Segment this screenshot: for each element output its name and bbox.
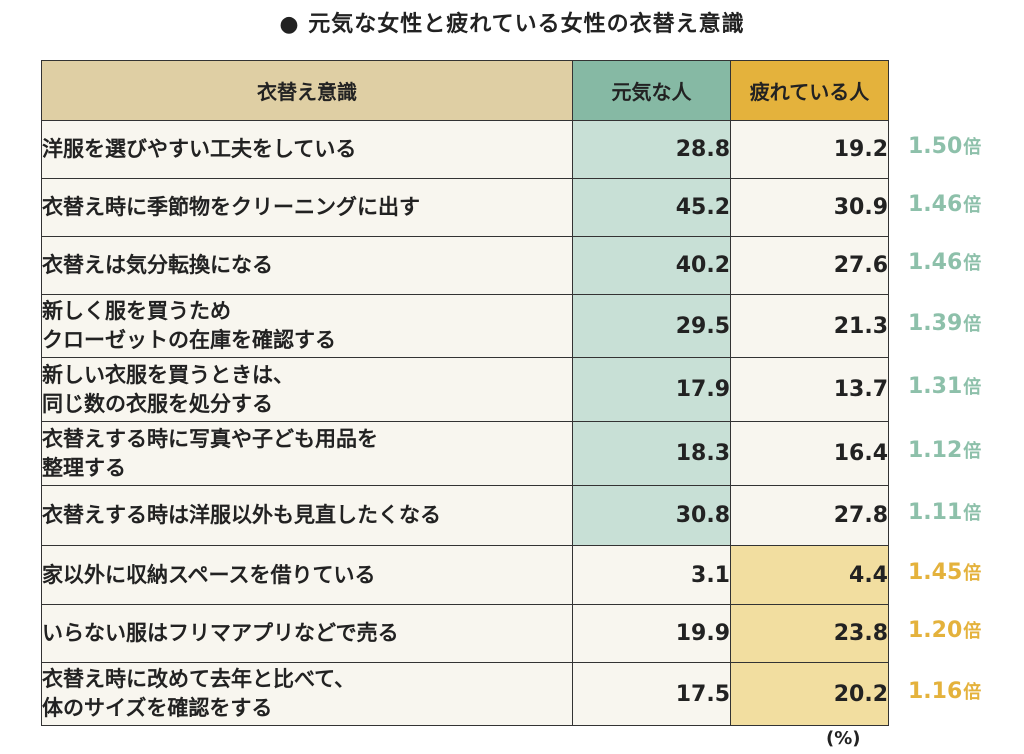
ratio-suffix: 倍 [963,313,982,335]
row-label: いらない服はフリマアプリなどで売る [41,604,573,663]
ratio-label: 1.50倍 [908,133,981,159]
ratio-suffix: 倍 [963,253,982,274]
ratio-label: 1.31倍 [908,373,981,399]
comparison-table: 衣替え意識 元気な人 疲れている人 洋服を選びやすい工夫をしている 28.8 19.… [41,60,889,726]
ratio-label: 1.12倍 [908,437,981,463]
table-row: 新しく服を買うため クローゼットの在庫を確認する 29.5 21.3 [41,294,889,358]
ratio-value: 1.11 [908,500,963,525]
value-tired: 13.7 [730,357,889,422]
ratio-label: 1.20倍 [908,617,981,643]
value-energetic: 40.2 [572,236,731,295]
value-energetic: 29.5 [572,294,731,358]
value-tired: 27.6 [730,236,889,295]
value-tired: 27.8 [730,485,889,546]
value-tired: 4.4 [730,545,889,605]
ratio-suffix: 倍 [963,195,982,216]
ratio-value: 1.50 [908,134,963,159]
value-energetic: 17.9 [572,357,731,422]
ratio-label: 1.45倍 [908,559,981,585]
value-tired: 21.3 [730,294,889,358]
table-row: 洋服を選びやすい工夫をしている 28.8 19.2 [41,120,889,179]
ratio-label: 1.11倍 [908,499,981,525]
ratio-suffix: 倍 [963,562,982,584]
row-label: 衣替えは気分転換になる [41,236,573,295]
value-tired: 30.9 [730,178,889,237]
table-row: いらない服はフリマアプリなどで売る 19.9 23.8 [41,604,889,663]
table-row: 衣替えする時に写真や子ども用品を 整理する 18.3 16.4 [41,421,889,486]
value-energetic: 45.2 [572,178,731,237]
value-energetic: 28.8 [572,120,731,179]
unit-label: (%) [826,728,861,749]
ratio-label: 1.46倍 [908,249,981,275]
table-header-row: 衣替え意識 元気な人 疲れている人 [41,60,889,121]
value-tired: 19.2 [730,120,889,179]
ratio-label: 1.16倍 [908,678,981,704]
ratio-suffix: 倍 [963,377,982,398]
value-tired: 20.2 [730,662,889,726]
row-label: 衣替えする時は洋服以外も見直したくなる [41,485,573,546]
table-row: 衣替えは気分転換になる 40.2 27.6 [41,236,889,295]
ratio-value: 1.31 [908,374,963,399]
ratio-suffix: 倍 [963,621,982,642]
ratio-suffix: 倍 [963,681,982,703]
column-header-tired: 疲れている人 [730,60,889,121]
value-energetic: 19.9 [572,604,731,663]
ratio-value: 1.16 [908,678,963,704]
ratio-suffix: 倍 [963,503,982,524]
ratio-value: 1.12 [908,438,963,463]
value-tired: 16.4 [730,421,889,486]
table-row: 家以外に収納スペースを借りている 3.1 4.4 [41,545,889,605]
value-energetic: 3.1 [572,545,731,605]
table-row: 衣替え時に改めて去年と比べて、 体のサイズを確認をする 17.5 20.2 [41,662,889,726]
row-label: 衣替え時に季節物をクリーニングに出す [41,178,573,237]
column-header-awareness: 衣替え意識 [41,60,573,121]
ratio-label: 1.46倍 [908,191,981,217]
row-label: 衣替え時に改めて去年と比べて、 体のサイズを確認をする [41,662,573,726]
table-row: 衣替え時に季節物をクリーニングに出す 45.2 30.9 [41,178,889,237]
ratio-suffix: 倍 [963,137,982,158]
ratio-value: 1.20 [908,618,963,643]
ratio-label: 1.39倍 [908,310,981,336]
row-label: 衣替えする時に写真や子ども用品を 整理する [41,421,573,486]
value-tired: 23.8 [730,604,889,663]
value-energetic: 30.8 [572,485,731,546]
ratio-value: 1.45 [908,559,963,585]
table-row: 新しい衣服を買うときは、 同じ数の衣服を処分する 17.9 13.7 [41,357,889,422]
row-label: 新しい衣服を買うときは、 同じ数の衣服を処分する [41,357,573,422]
ratio-value: 1.39 [908,310,963,336]
chart-title: ● 元気な女性と疲れている女性の衣替え意識 [279,12,745,37]
ratio-value: 1.46 [908,192,963,217]
value-energetic: 17.5 [572,662,731,726]
value-energetic: 18.3 [572,421,731,486]
ratio-suffix: 倍 [963,441,982,462]
row-label: 家以外に収納スペースを借りている [41,545,573,605]
row-label: 新しく服を買うため クローゼットの在庫を確認する [41,294,573,358]
table-row: 衣替えする時は洋服以外も見直したくなる 30.8 27.8 [41,485,889,546]
ratio-value: 1.46 [908,250,963,275]
table-body: 洋服を選びやすい工夫をしている 28.8 19.2 衣替え時に季節物をクリーニングに出… [41,120,889,726]
row-label: 洋服を選びやすい工夫をしている [41,120,573,179]
column-header-energetic: 元気な人 [572,60,731,121]
